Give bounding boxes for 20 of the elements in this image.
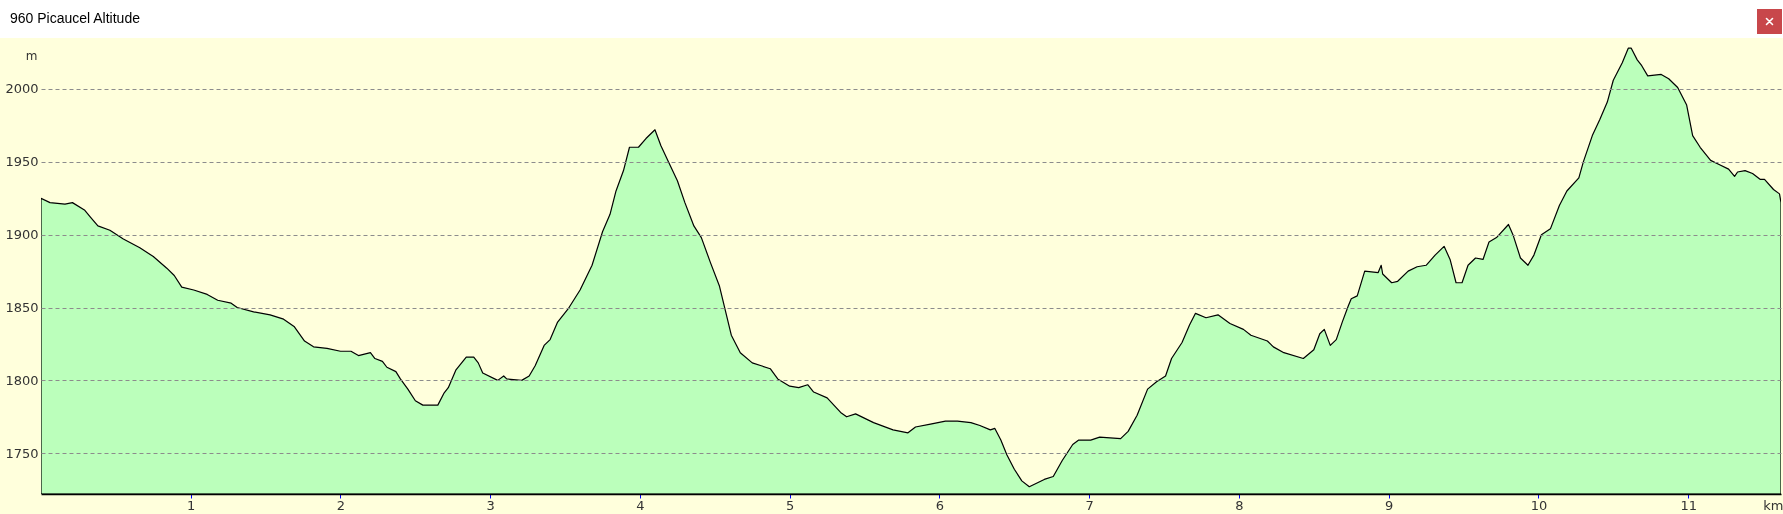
y-tick-label: 1850 [5,300,39,316]
x-tick-label: 5 [786,497,795,513]
x-tick-label: 8 [1235,497,1244,513]
x-tick-label: 1 [187,497,196,513]
x-tick-label: 9 [1385,497,1394,513]
x-tick-label: 11 [1680,497,1697,513]
x-axis-title: km [1763,497,1783,513]
y-tick-label: 1900 [5,227,39,243]
x-tick-label: 10 [1530,497,1548,513]
chart-title: 960 Picaucel Altitude [10,10,140,26]
y-tick-label: 1750 [5,445,39,461]
x-tick-label: 6 [935,497,945,513]
x-tick-label: 3 [486,497,495,513]
y-axis-title: m [25,48,38,63]
x-tick-label: 4 [636,497,645,513]
y-tick-label: 1800 [5,372,39,388]
x-tick-label: 2 [336,497,346,513]
x-tick-label: 7 [1085,497,1094,513]
y-tick-label: 2000 [5,81,39,97]
y-tick-label: 1950 [5,154,39,170]
